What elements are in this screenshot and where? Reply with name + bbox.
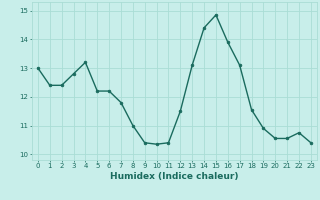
X-axis label: Humidex (Indice chaleur): Humidex (Indice chaleur)	[110, 172, 239, 181]
